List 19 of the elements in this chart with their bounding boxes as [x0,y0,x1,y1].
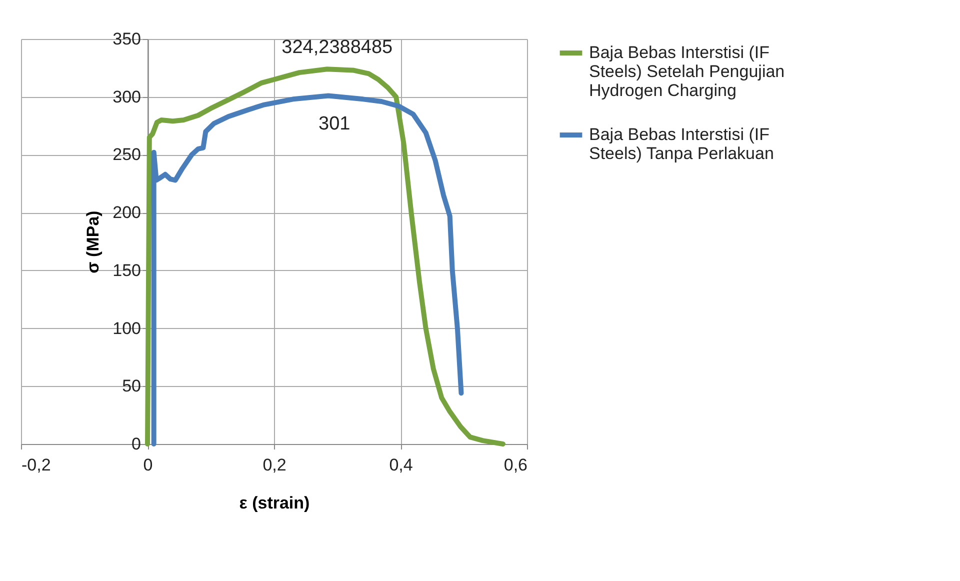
y-tick-label: 300 [112,87,141,106]
x-tick-label: 0,2 [262,456,286,474]
x-tick-label: -0,2 [22,456,51,474]
y-tick-label: 350 [112,30,141,48]
x-tick-label: 0,4 [389,456,413,474]
x-tick-label: 0,6 [504,456,528,474]
y-tick-label: 50 [122,376,141,396]
annotation: 301 [318,114,350,135]
y-tick-label: 200 [112,203,141,222]
x-axis-title: ε (strain) [239,494,310,512]
legend-label: Baja Bebas Interstisi (IF Steels) Tanpa Perlakuan [589,125,774,163]
legend-label: Baja Bebas Interstisi (IF Steels) Setelah Pengujian Hydrogen Charging [589,43,785,100]
annotation: 324,2388485 [282,37,393,58]
y-tick-label: 0 [132,434,141,454]
y-tick-label: 150 [112,260,141,280]
y-tick-label: 250 [112,145,141,164]
x-tick-label: 0 [143,456,153,474]
y-tick-label: 100 [112,318,141,338]
y-axis-title: σ (MPa) [84,210,103,274]
